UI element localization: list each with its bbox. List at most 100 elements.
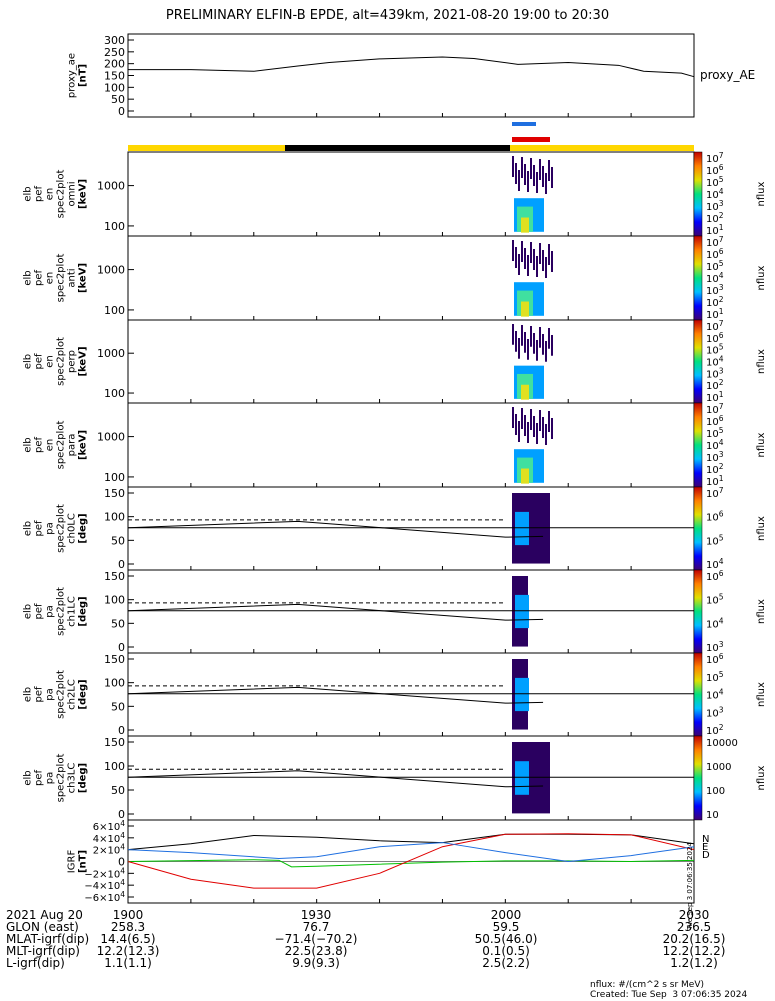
colorbar-tick-para: 103 bbox=[706, 450, 724, 464]
axis-mlat-value: 14.4(6.5) bbox=[100, 932, 155, 946]
colorbar-tick-ch2LC: 103 bbox=[706, 705, 724, 719]
ylabel-perp: en bbox=[45, 355, 56, 368]
proxy-ae-line bbox=[128, 56, 695, 78]
ytick-label-IGRF: 0 bbox=[118, 856, 125, 869]
ytick-label-ch1LC: 0 bbox=[118, 641, 125, 654]
spectrogram-cell bbox=[512, 324, 514, 345]
igrf-line-N bbox=[127, 833, 695, 851]
ytick-label-omni: 1000 bbox=[97, 180, 125, 193]
panel-frame-ch2LC bbox=[127, 652, 695, 737]
footer-created: Created: Tue Sep 3 07:06:35 2024 bbox=[590, 990, 748, 1000]
colorbar-tick-para: 102 bbox=[706, 462, 724, 476]
spectrogram-cell bbox=[533, 165, 535, 186]
panel-frame-ch0LC bbox=[127, 486, 695, 571]
spectrogram-cell bbox=[524, 332, 526, 353]
ylabel-ch0LC: pef bbox=[34, 520, 45, 537]
ytick-label-ch2LC: 150 bbox=[104, 653, 125, 666]
spectrogram-cell bbox=[527, 255, 529, 276]
ytick-label-ch1LC: 150 bbox=[104, 570, 125, 583]
ytick-label-IGRF: 4×104 bbox=[93, 831, 125, 845]
colorbar-ch3LC bbox=[693, 735, 703, 821]
spectrogram-cell bbox=[515, 511, 529, 546]
panel-frame-omni bbox=[127, 151, 695, 237]
science-zone-marker-blue bbox=[512, 122, 536, 126]
colorbar-ch1LC bbox=[693, 569, 703, 654]
axis-mlat-value: −71.4(−70.2) bbox=[275, 932, 358, 946]
ylabel-omni: omni bbox=[67, 182, 78, 207]
panel-frame-proxy_ae bbox=[127, 33, 695, 118]
spectrogram-para bbox=[512, 407, 553, 484]
spectrogram-anti bbox=[512, 240, 553, 317]
ylabel-IGRF: IGRF bbox=[67, 850, 78, 874]
colorbar-tick-anti: 105 bbox=[706, 259, 724, 273]
axis-mlat-value: 20.2(16.5) bbox=[663, 932, 726, 946]
panel-frame-ch3LC bbox=[127, 735, 695, 821]
colorbar-tick-para: 105 bbox=[706, 426, 724, 440]
ylabel-perp: elb bbox=[23, 354, 34, 369]
colorbar-ch0LC bbox=[693, 486, 703, 571]
colorbar-tick-ch2LC: 106 bbox=[706, 652, 724, 666]
axis-glon-value: 76.7 bbox=[303, 920, 330, 934]
spectrogram-cell bbox=[515, 163, 517, 184]
ylabel-omni: spec2plot bbox=[56, 170, 67, 219]
spectrogram-cell bbox=[548, 244, 550, 265]
axis-row-label: GLON (east) bbox=[6, 920, 79, 934]
colorbar-tick-ch3LC: 10000 bbox=[706, 738, 738, 749]
spectrogram-cell bbox=[542, 417, 544, 438]
colorbar-tick-anti: 107 bbox=[706, 235, 724, 249]
spectrogram-cell bbox=[548, 411, 550, 432]
spectrogram-cell bbox=[548, 160, 550, 181]
spectrogram-cell bbox=[515, 677, 529, 712]
ytick-label-para: 1000 bbox=[97, 431, 125, 444]
panel-frame-para bbox=[127, 402, 695, 488]
colorbar-label-para: nflux bbox=[756, 432, 767, 457]
status-bar-yellow-1 bbox=[128, 145, 285, 151]
ytick-label-ch1LC: 100 bbox=[104, 594, 125, 607]
colorbar-label-ch0LC: nflux bbox=[756, 516, 767, 541]
colorbar-tick-omni: 104 bbox=[706, 187, 724, 201]
axis-row-label: 2021 Aug 20 bbox=[6, 908, 83, 922]
ylabel-perp: spec2plot bbox=[56, 337, 67, 386]
ytick-label-proxy_ae: 150 bbox=[104, 70, 125, 83]
spectrogram-cell bbox=[518, 421, 520, 442]
colorbar-tick-perp: 106 bbox=[706, 331, 724, 345]
ytick-label-ch3LC: 100 bbox=[104, 760, 125, 773]
pitch-angle-spec-ch1LC bbox=[127, 576, 694, 647]
loss-cone-line bbox=[127, 603, 544, 621]
spectrogram-cell bbox=[530, 326, 532, 347]
colorbar-tick-omni: 101 bbox=[706, 223, 724, 237]
ylabel-ch1LC: spec2plot bbox=[56, 587, 67, 636]
ylabel-anti: spec2plot bbox=[56, 254, 67, 303]
axis-glon-value: 258.3 bbox=[111, 920, 145, 934]
spectrogram-cell bbox=[545, 341, 547, 362]
ylabel-ch3LC: [deg] bbox=[78, 763, 89, 793]
colorbar-tick-omni: 107 bbox=[706, 151, 724, 165]
ylabel-ch2LC: pa bbox=[45, 688, 56, 700]
ytick-label-ch0LC: 100 bbox=[104, 511, 125, 524]
axis-time-label: 2000 bbox=[491, 908, 522, 922]
ytick-label-omni: 100 bbox=[104, 220, 125, 233]
ylabel-anti: [keV] bbox=[78, 263, 89, 293]
ylabel-IGRF: [nT] bbox=[78, 850, 89, 873]
colorbar-para bbox=[693, 402, 703, 488]
colorbar-tick-ch0LC: 107 bbox=[706, 486, 724, 500]
spectrogram-cell bbox=[542, 250, 544, 271]
ylabel-ch1LC: ch1LC bbox=[67, 596, 78, 627]
spectrogram-cell bbox=[551, 335, 553, 356]
spectrogram-cell bbox=[536, 340, 538, 361]
ylabel-anti: anti bbox=[67, 268, 78, 287]
spectrogram-cell bbox=[551, 167, 553, 188]
spectrogram-cell bbox=[545, 424, 547, 445]
colorbar-tick-ch1LC: 105 bbox=[706, 593, 724, 607]
pitch-angle-spec-ch0LC bbox=[127, 493, 694, 564]
ylabel-para: en bbox=[45, 439, 56, 452]
spectrogram-cell bbox=[521, 217, 529, 233]
spectrogram-cell bbox=[515, 331, 517, 352]
colorbar-label-perp: nflux bbox=[756, 349, 767, 374]
ylabel-para: spec2plot bbox=[56, 421, 67, 470]
ytick-label-ch0LC: 150 bbox=[104, 487, 125, 500]
axis-time-label: 2030 bbox=[679, 908, 710, 922]
ylabel-ch0LC: ch0LC bbox=[67, 513, 78, 544]
axis-mlt-value: 0.1(0.5) bbox=[482, 944, 530, 958]
